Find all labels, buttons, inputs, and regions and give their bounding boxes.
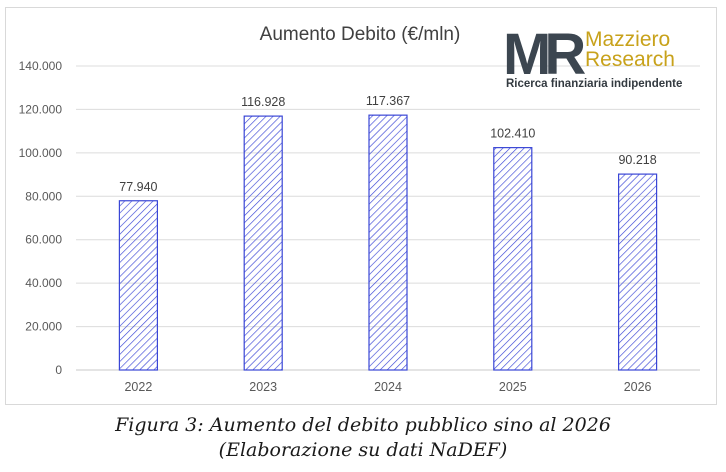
y-tick-label: 100.000: [19, 146, 63, 160]
x-tick-label-2024: 2024: [374, 380, 402, 394]
value-label-2024: 117.367: [366, 94, 410, 108]
logo-name-line2: Research: [585, 48, 675, 71]
y-tick-label: 0: [55, 363, 62, 377]
bar-2022: [118, 200, 159, 371]
value-label-2026: 90.218: [618, 153, 656, 167]
y-tick-label: 80.000: [25, 189, 62, 203]
logo-tagline: Ricerca finanziaria indipendente: [506, 78, 683, 90]
value-label-2023: 116.928: [241, 95, 285, 109]
y-tick-label: 20.000: [25, 320, 62, 334]
bar-2024: [368, 114, 408, 371]
y-tick-label: 140.000: [19, 59, 63, 73]
caption-line2: (Elaborazione su dati NaDEF): [218, 439, 508, 461]
mazziero-research-logo: MR Mazziero Research Ricerca finanziaria…: [503, 26, 698, 96]
logo-name: Mazziero Research: [585, 28, 695, 71]
x-tick-label-2023: 2023: [249, 380, 277, 394]
value-label-2022: 77.940: [119, 180, 157, 194]
x-tick-label-2025: 2025: [499, 380, 527, 394]
bar-2023: [243, 115, 283, 371]
value-label-2025: 102.410: [490, 127, 535, 141]
caption-line1: Figura 3: Aumento del debito pubblico si…: [115, 414, 611, 436]
bar-2026: [617, 173, 658, 371]
figure-caption: Figura 3: Aumento del debito pubblico si…: [0, 413, 726, 463]
y-tick-label: 120.000: [19, 102, 63, 116]
chart-title: Aumento Debito (€/mln): [259, 24, 461, 45]
bar-2025: [493, 147, 533, 371]
x-tick-label-2026: 2026: [624, 380, 652, 394]
y-tick-label: 40.000: [25, 276, 62, 290]
y-tick-label: 60.000: [25, 233, 62, 247]
x-tick-label-2022: 2022: [124, 380, 152, 394]
logo-mark: MR: [503, 22, 586, 87]
logo-name-line1: Mazziero: [585, 28, 671, 51]
